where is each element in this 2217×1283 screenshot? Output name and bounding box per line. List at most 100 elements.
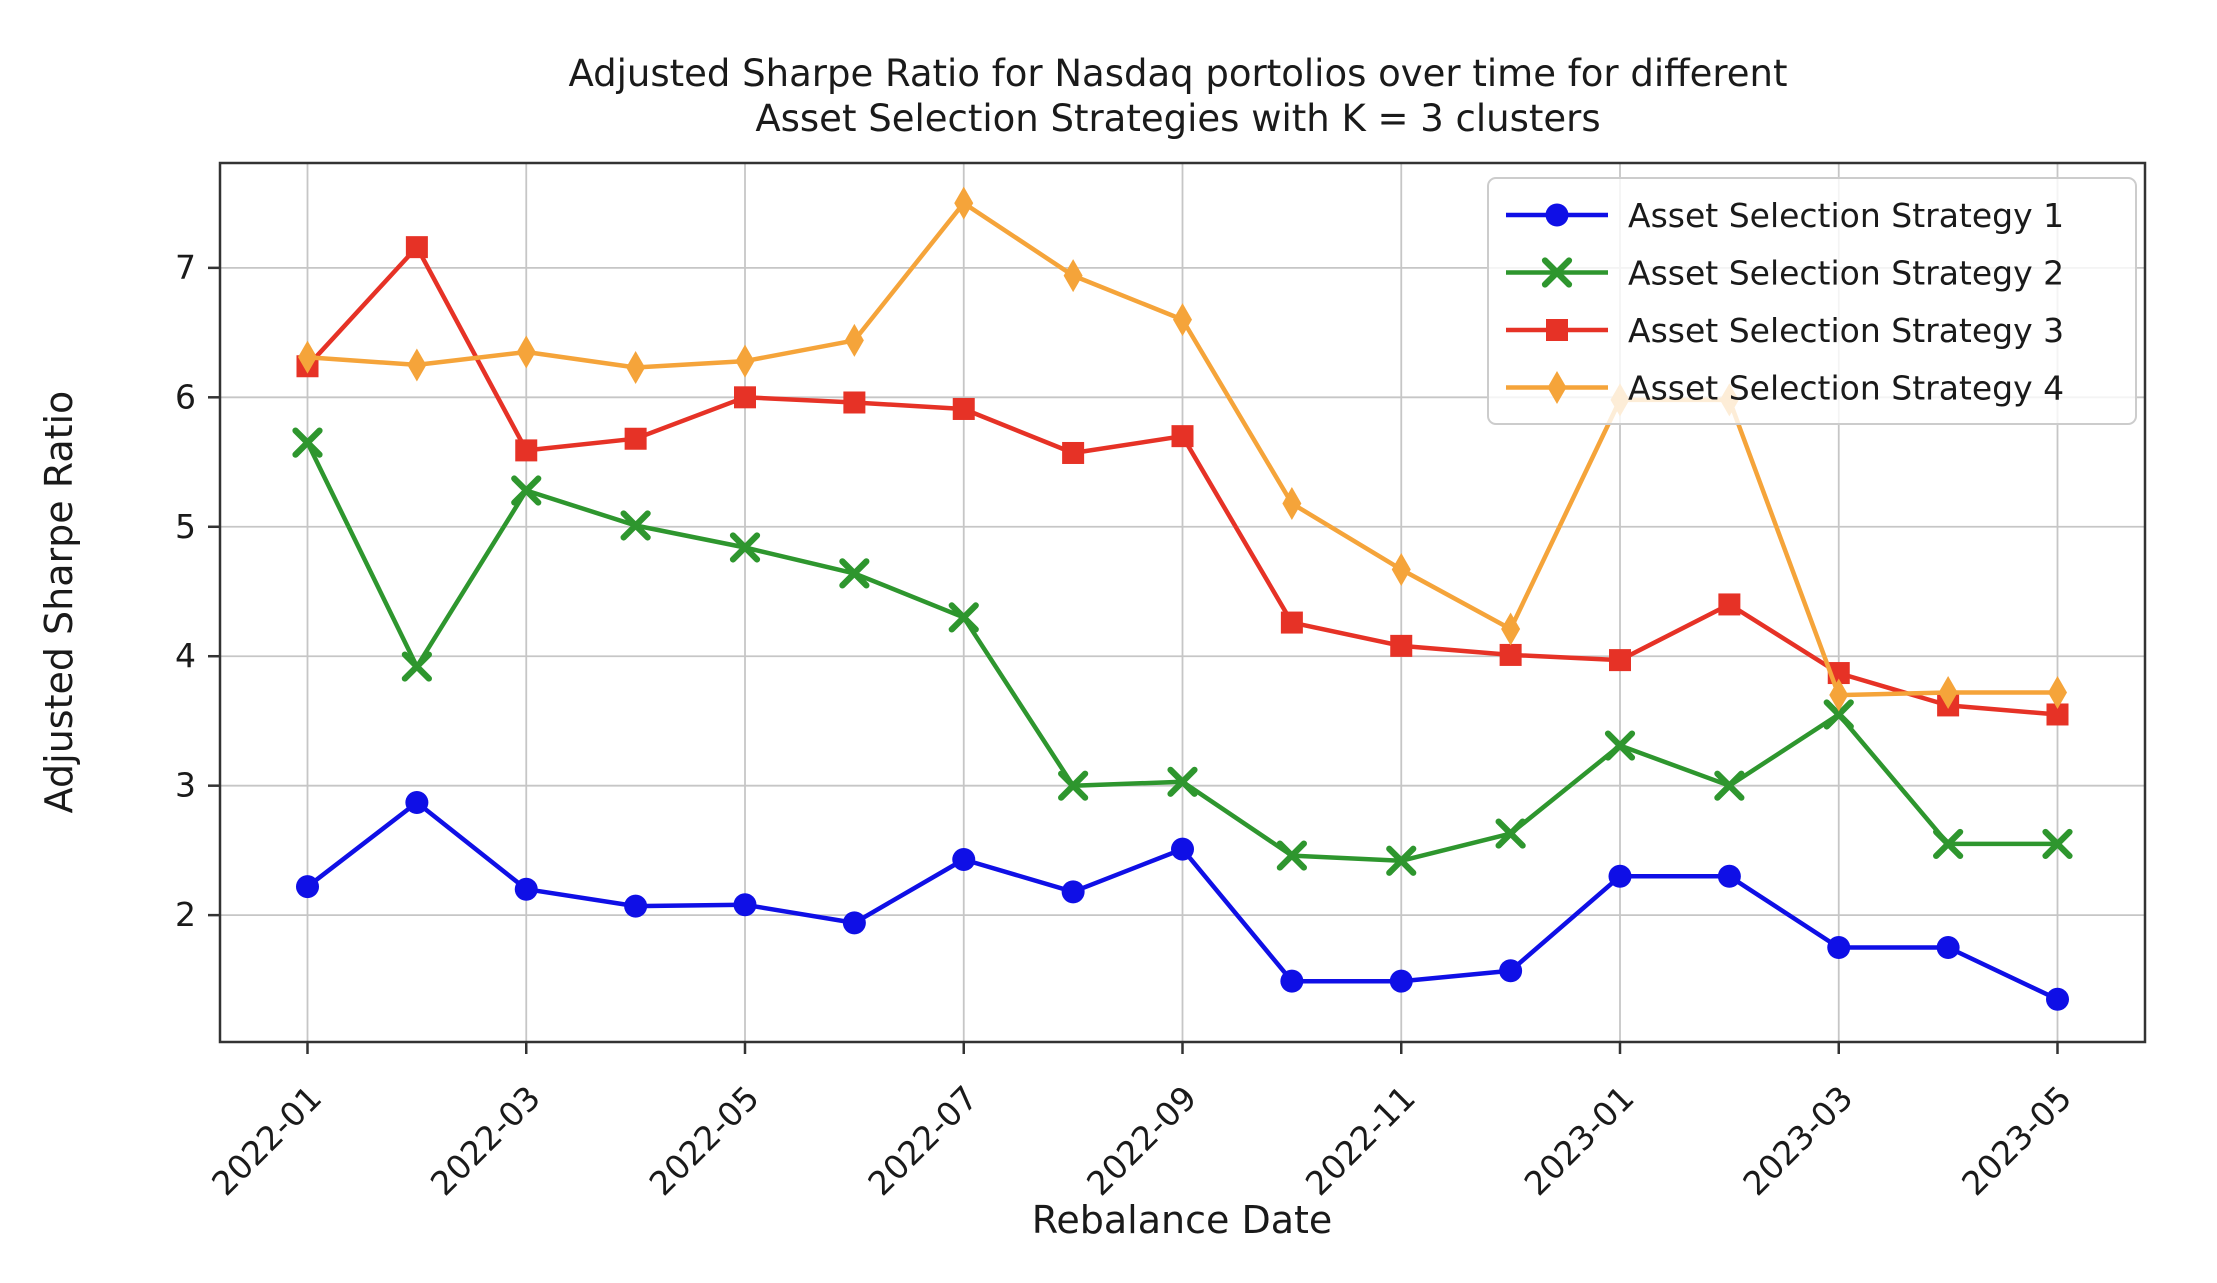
marker-strategy-3-2022-08	[1062, 441, 1085, 464]
x-axis-label: Rebalance Date	[1032, 1198, 1333, 1242]
legend-entry-strategy-1: Asset Selection Strategy 1	[1506, 196, 2064, 235]
legend-marker-square	[1546, 319, 1568, 341]
marker-strategy-1-2022-10	[1280, 969, 1304, 993]
legend-label: Asset Selection Strategy 2	[1628, 254, 2064, 293]
marker-strategy-4-2023-04	[1938, 675, 1958, 709]
y-tick-label: 4	[175, 636, 196, 675]
x-tick-label: 2022-05	[642, 1078, 767, 1203]
chart-title-line1: Adjusted Sharpe Ratio for Nasdaq portoli…	[568, 52, 1787, 95]
legend-box	[1487, 177, 2137, 425]
marker-strategy-3-2022-09	[1171, 425, 1194, 448]
marker-strategy-4-2022-10	[1282, 486, 1302, 520]
x-tick-label: 2022-01	[204, 1078, 329, 1203]
marker-strategy-4-2022-04	[626, 351, 646, 385]
marker-strategy-1-2023-04	[1936, 935, 1960, 959]
marker-strategy-4-2022-09	[1173, 303, 1192, 337]
marker-strategy-1-2022-05	[733, 893, 757, 917]
y-axis-label: Adjusted Sharpe Ratio	[37, 391, 81, 814]
marker-strategy-2-2022-11	[1386, 845, 1417, 876]
legend-label: Asset Selection Strategy 3	[1628, 311, 2064, 350]
marker-strategy-4-2022-06	[844, 323, 864, 357]
marker-strategy-4-2022-03	[516, 335, 536, 369]
marker-strategy-2-2022-12	[1495, 818, 1526, 849]
marker-strategy-1-2023-03	[1827, 935, 1851, 959]
marker-strategy-2-2022-06	[839, 558, 870, 589]
marker-strategy-4-2022-08	[1063, 259, 1083, 293]
marker-strategy-2-2022-02	[401, 651, 432, 682]
marker-strategy-1-2023-02	[1717, 864, 1741, 888]
marker-strategy-2-2023-03	[1823, 699, 1854, 730]
y-tick-label: 3	[175, 766, 196, 805]
chart-title-line2: Asset Selection Strategies with K = 3 cl…	[755, 97, 1600, 140]
marker-strategy-1-2022-09	[1171, 837, 1194, 861]
marker-strategy-3-2022-07	[952, 397, 975, 420]
marker-strategy-4-2022-07	[954, 186, 974, 220]
marker-strategy-2-2022-05	[729, 532, 761, 563]
marker-strategy-3-2023-01	[1609, 649, 1631, 672]
legend-label: Asset Selection Strategy 4	[1628, 369, 2064, 408]
marker-strategy-2-2023-05	[2042, 828, 2073, 860]
x-tick-label: 2022-07	[860, 1078, 985, 1203]
marker-strategy-2-2022-04	[620, 510, 651, 541]
legend-label: Asset Selection Strategy 1	[1628, 196, 2064, 235]
legend-entry-strategy-2: Asset Selection Strategy 2	[1506, 254, 2064, 293]
legend-entry-strategy-4: Asset Selection Strategy 4	[1506, 369, 2064, 408]
legend-marker-thin-diamond	[1547, 371, 1567, 404]
legend: Asset Selection Strategy 1 Asset Selectio…	[1487, 177, 2137, 425]
x-tick-label: 2023-05	[1954, 1078, 2079, 1203]
marker-strategy-3-2022-05	[734, 386, 756, 409]
marker-strategy-1-2022-01	[296, 875, 319, 899]
marker-strategy-2-2023-04	[1933, 828, 1964, 860]
marker-strategy-2-2023-01	[1604, 730, 1636, 761]
y-tick-label: 2	[175, 895, 196, 934]
marker-strategy-3-2023-05	[2046, 703, 2069, 726]
marker-strategy-3-2022-12	[1499, 643, 1522, 666]
marker-strategy-1-2023-01	[1608, 864, 1632, 888]
marker-strategy-1-2022-11	[1389, 969, 1413, 993]
legend-entry-strategy-3: Asset Selection Strategy 3	[1506, 311, 2064, 350]
marker-strategy-3-2022-10	[1280, 611, 1303, 634]
marker-strategy-3-2022-04	[624, 427, 647, 450]
marker-strategy-1-2022-06	[842, 911, 866, 935]
x-tick-label: 2022-11	[1298, 1078, 1423, 1203]
y-tick-label: 5	[175, 507, 196, 546]
y-tick-label: 7	[175, 248, 196, 287]
x-tick-label: 2022-03	[423, 1078, 548, 1203]
marker-strategy-2-2022-08	[1058, 770, 1089, 801]
marker-strategy-1-2022-02	[405, 791, 429, 815]
marker-strategy-4-2023-05	[2048, 675, 2067, 709]
marker-strategy-4-2022-01	[298, 340, 317, 374]
marker-strategy-1-2022-03	[514, 877, 538, 901]
marker-strategy-4-2023-03	[1829, 678, 1849, 712]
marker-strategy-1-2022-04	[624, 894, 648, 918]
marker-strategy-3-2022-03	[515, 439, 538, 462]
marker-strategy-3-2022-11	[1390, 634, 1413, 657]
marker-strategy-4-2022-12	[1501, 612, 1521, 646]
axes	[208, 161, 2147, 1054]
marker-strategy-4-2022-05	[735, 344, 755, 378]
legend-marker-x	[1541, 257, 1573, 288]
marker-strategy-2-2023-02	[1714, 770, 1745, 801]
marker-strategy-2-2022-03	[511, 475, 542, 506]
marker-strategy-1-2023-05	[2046, 987, 2069, 1011]
legend-marker-circle	[1545, 203, 1569, 227]
y-tick-label: 6	[175, 377, 196, 416]
plot-series	[292, 186, 2073, 1011]
marker-strategy-3-2023-02	[1718, 593, 1741, 616]
marker-strategy-3-2022-06	[843, 391, 866, 414]
marker-strategy-4-2022-02	[407, 348, 427, 382]
marker-strategy-1-2022-08	[1061, 880, 1085, 904]
x-tick-label: 2023-01	[1517, 1078, 1642, 1203]
marker-strategy-4-2022-11	[1391, 552, 1411, 586]
x-tick-label: 2023-03	[1735, 1078, 1860, 1203]
marker-strategy-2-2022-09	[1167, 766, 1198, 797]
marker-strategy-2-2022-07	[948, 602, 979, 633]
marker-strategy-2-2022-01	[292, 427, 323, 458]
marker-strategy-3-2022-02	[405, 236, 428, 259]
marker-strategy-1-2022-12	[1499, 959, 1523, 983]
marker-strategy-2-2022-10	[1276, 840, 1307, 871]
marker-strategy-1-2022-07	[952, 847, 976, 871]
x-tick-label: 2022-09	[1079, 1078, 1204, 1203]
